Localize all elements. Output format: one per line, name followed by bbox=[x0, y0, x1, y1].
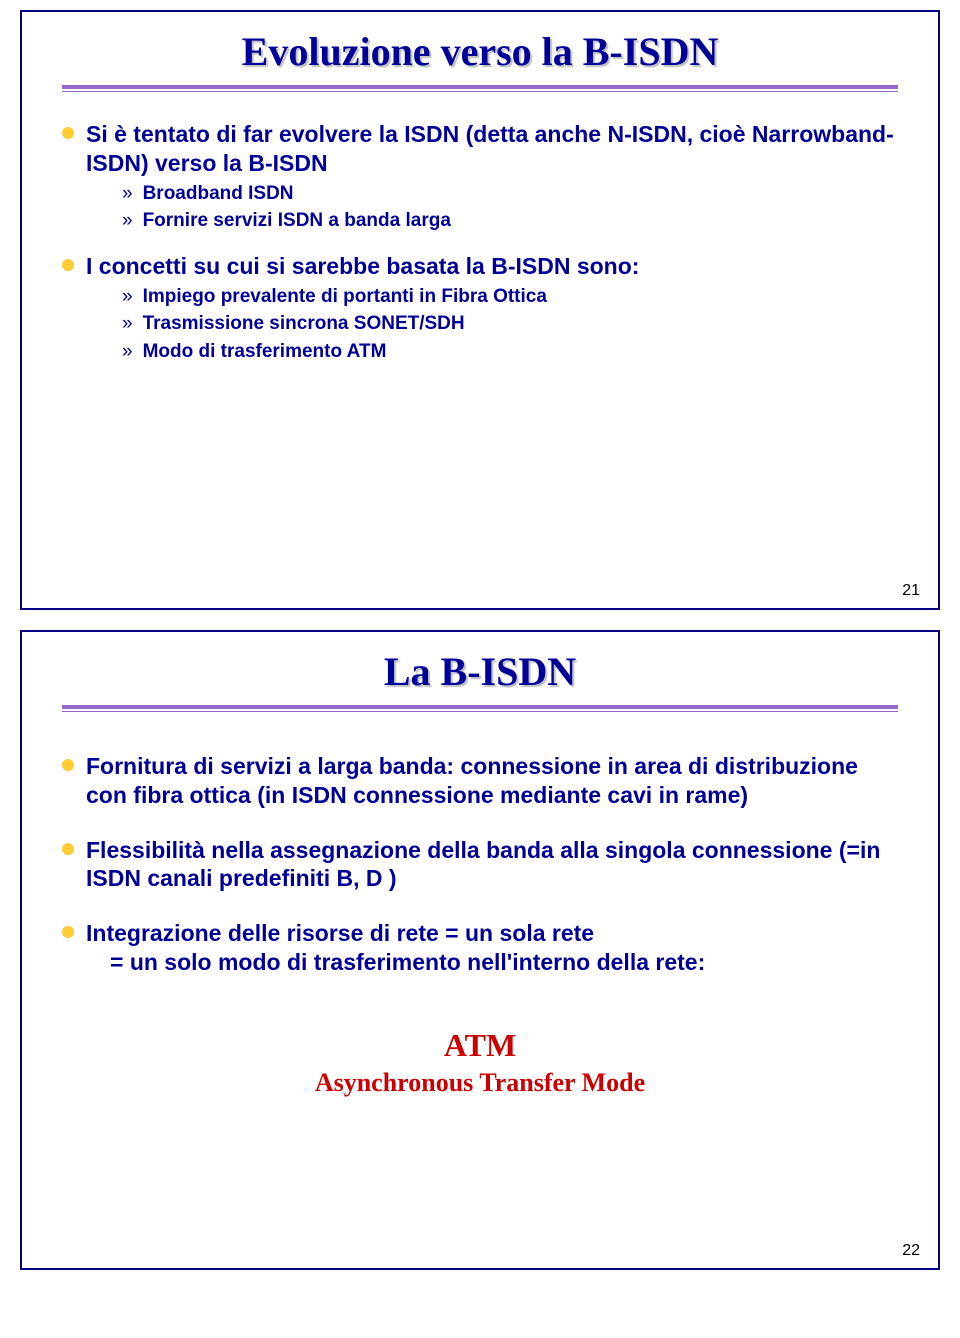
bullet-item: Flessibilità nella assegnazione della ba… bbox=[62, 836, 898, 894]
page-number: 22 bbox=[902, 1242, 920, 1260]
bullet-text-line1: Integrazione delle risorse di rete = un … bbox=[86, 920, 594, 946]
sub-bullet-item: » Impiego prevalente di portanti in Fibr… bbox=[122, 285, 898, 310]
bullet-text: Flessibilità nella assegnazione della ba… bbox=[86, 836, 898, 894]
bullet-text: Integrazione delle risorse di rete = un … bbox=[86, 919, 705, 977]
footer-sub: Asynchronous Transfer Mode bbox=[62, 1068, 898, 1098]
bullet-text: Fornitura di servizi a larga banda: conn… bbox=[86, 752, 898, 810]
raquo-icon: » bbox=[122, 285, 133, 310]
sub-bullet-item: » Trasmissione sincrona SONET/SDH bbox=[122, 312, 898, 337]
bullet-text: Si è tentato di far evolvere la ISDN (de… bbox=[86, 120, 898, 178]
slide-title: La B-ISDN bbox=[62, 648, 898, 695]
slide-1: Evoluzione verso la B-ISDN Si è tentato … bbox=[20, 10, 940, 610]
bullet-dot-icon bbox=[62, 127, 74, 139]
bullet-text-line2: = un solo modo di trasferimento nell'int… bbox=[110, 949, 705, 975]
bullet-dot-icon bbox=[62, 259, 74, 271]
bullet-dot-icon bbox=[62, 759, 74, 771]
footer-main: ATM bbox=[62, 1027, 898, 1064]
bullet-item: Si è tentato di far evolvere la ISDN (de… bbox=[62, 120, 898, 178]
page-number: 21 bbox=[902, 582, 920, 600]
bullet-item: Fornitura di servizi a larga banda: conn… bbox=[62, 752, 898, 810]
bullet-dot-icon bbox=[62, 843, 74, 855]
bullet-text: I concetti su cui si sarebbe basata la B… bbox=[86, 252, 639, 281]
sub-bullet-item: » Broadband ISDN bbox=[122, 182, 898, 207]
sub-bullet-item: » Modo di trasferimento ATM bbox=[122, 340, 898, 365]
sub-bullet-text: Modo di trasferimento ATM bbox=[143, 340, 387, 365]
footer-block: ATM Asynchronous Transfer Mode bbox=[62, 1027, 898, 1098]
bullet-dot-icon bbox=[62, 926, 74, 938]
raquo-icon: » bbox=[122, 340, 133, 365]
sub-bullet-text: Trasmissione sincrona SONET/SDH bbox=[143, 312, 465, 337]
bullet-item: Integrazione delle risorse di rete = un … bbox=[62, 919, 898, 977]
slide-2: La B-ISDN Fornitura di servizi a larga b… bbox=[20, 630, 940, 1270]
bullet-item: I concetti su cui si sarebbe basata la B… bbox=[62, 252, 898, 281]
sub-bullet-text: Impiego prevalente di portanti in Fibra … bbox=[143, 285, 547, 310]
title-rule bbox=[62, 85, 898, 92]
sub-bullet-text: Broadband ISDN bbox=[143, 182, 294, 207]
raquo-icon: » bbox=[122, 182, 133, 207]
raquo-icon: » bbox=[122, 209, 133, 234]
sub-bullet-text: Fornire servizi ISDN a banda larga bbox=[143, 209, 451, 234]
title-rule bbox=[62, 705, 898, 712]
sub-bullet-item: » Fornire servizi ISDN a banda larga bbox=[122, 209, 898, 234]
raquo-icon: » bbox=[122, 312, 133, 337]
slide-title: Evoluzione verso la B-ISDN bbox=[62, 28, 898, 75]
